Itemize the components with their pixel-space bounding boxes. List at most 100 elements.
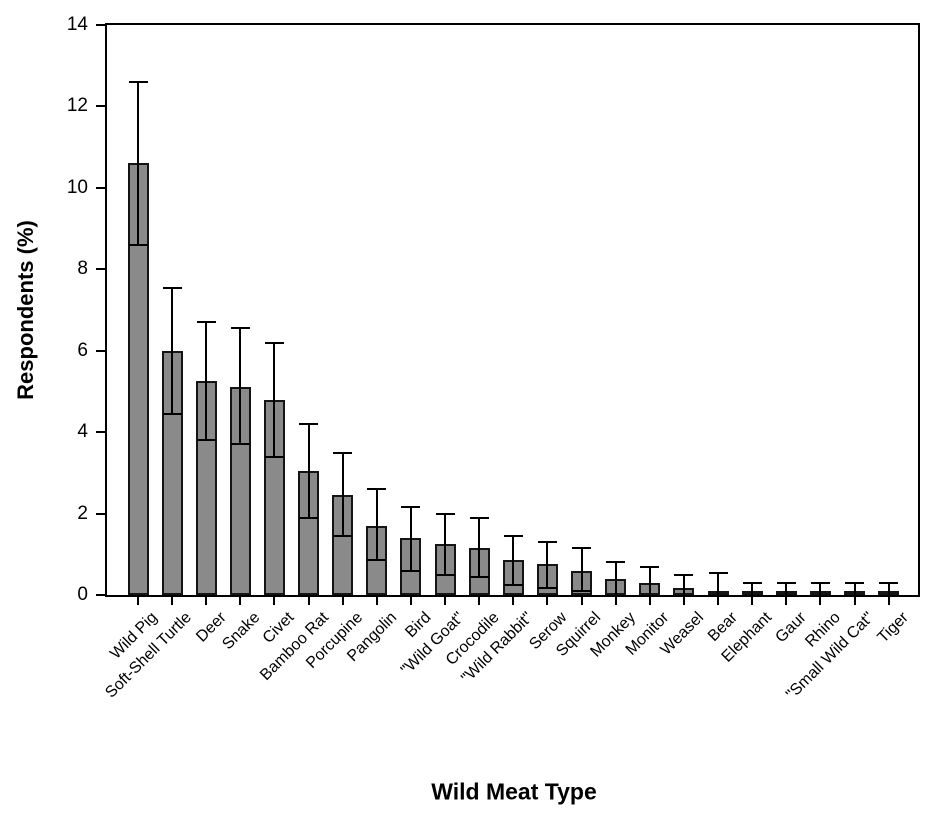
- y-axis-title: Respondents (%): [13, 220, 38, 400]
- error-bar-cap-top: [264, 341, 284, 344]
- error-bar-cap-bottom: [537, 587, 557, 590]
- error-bar-cap-top: [537, 541, 557, 544]
- error-bar-line: [819, 582, 822, 595]
- error-bar-line: [546, 542, 549, 589]
- x-axis-tick: [478, 597, 481, 605]
- error-bar-cap-top: [845, 581, 865, 584]
- error-bar-cap-top: [503, 534, 523, 537]
- y-axis-tick: [96, 105, 105, 108]
- x-axis-tick: [682, 597, 685, 605]
- x-axis-tick: [785, 597, 788, 605]
- x-tick-label: Snake: [219, 609, 264, 654]
- x-axis-tick: [341, 597, 344, 605]
- error-bar-cap-top: [162, 286, 182, 289]
- x-axis-tick: [444, 597, 447, 605]
- error-bar-cap-bottom: [196, 439, 216, 442]
- x-axis-tick: [375, 597, 378, 605]
- error-bar-cap-top: [879, 581, 899, 584]
- error-bar-line: [444, 513, 447, 575]
- error-bar-line: [648, 566, 651, 595]
- error-bar-line: [751, 582, 754, 595]
- x-axis-tick: [546, 597, 549, 605]
- y-axis-tick: [96, 594, 105, 596]
- error-bar-line: [137, 82, 139, 245]
- error-bar-line: [171, 287, 174, 414]
- x-axis-tick: [648, 597, 651, 605]
- y-axis-tick: [96, 512, 105, 515]
- y-axis-tick: [96, 431, 105, 434]
- error-bar-line: [512, 535, 515, 585]
- error-bar-line: [273, 342, 276, 457]
- error-bar-line: [614, 562, 617, 595]
- error-bar-cap-bottom: [572, 589, 592, 592]
- plot-area: [105, 23, 920, 597]
- error-bar-cap-top: [196, 321, 216, 324]
- y-axis-tick: [96, 349, 105, 352]
- error-bar-line: [717, 572, 720, 595]
- x-axis-tick: [819, 597, 822, 605]
- error-bar-cap-bottom: [435, 573, 455, 576]
- error-bar-cap-top: [333, 451, 353, 454]
- error-bar-cap-top: [810, 581, 830, 584]
- y-tick-label: 10: [66, 176, 88, 198]
- y-tick-label: 12: [66, 95, 88, 117]
- y-tick-label: 4: [77, 421, 88, 443]
- x-axis-tick: [171, 597, 174, 605]
- error-bar-cap-bottom: [264, 455, 284, 458]
- error-bar-cap-top: [606, 561, 626, 564]
- x-tick-label: Tiger: [874, 609, 912, 647]
- error-bar-line: [375, 489, 378, 561]
- y-tick-label: 2: [77, 502, 88, 524]
- y-axis-tick: [96, 268, 105, 271]
- x-axis-title: Wild Meat Type: [431, 778, 597, 805]
- x-axis-tick: [887, 597, 890, 605]
- error-bar-cap-top: [367, 488, 387, 491]
- error-bar-line: [307, 424, 310, 518]
- error-bar-cap-top: [469, 516, 489, 519]
- error-bar-cap-bottom: [401, 569, 421, 572]
- error-bar-line: [853, 582, 856, 595]
- error-bar-cap-top: [299, 423, 319, 425]
- x-axis-tick: [512, 597, 515, 605]
- error-bar-cap-top: [230, 327, 250, 330]
- y-tick-label: 14: [66, 14, 88, 35]
- error-bar-cap-top: [742, 581, 762, 584]
- error-bar-cap-top: [640, 565, 660, 568]
- error-bar-line: [205, 322, 208, 441]
- x-axis-tick: [751, 597, 754, 605]
- y-tick-label: 6: [77, 339, 88, 361]
- y-axis-tick: [96, 186, 105, 189]
- x-axis-tick: [239, 597, 242, 605]
- error-bar-line: [341, 452, 344, 536]
- error-bar-line: [409, 507, 412, 571]
- x-axis-tick: [307, 597, 310, 605]
- error-bar-cap-bottom: [503, 583, 523, 586]
- x-axis-tick: [614, 597, 617, 605]
- x-axis-tick: [137, 597, 139, 605]
- error-bar-cap-bottom: [162, 412, 182, 415]
- error-bar-line: [239, 328, 242, 445]
- error-bar-line: [887, 582, 890, 595]
- y-axis-tick: [96, 24, 105, 26]
- y-tick-label: 8: [77, 258, 88, 280]
- error-bar-cap-bottom: [469, 575, 489, 578]
- error-bar-cap-top: [435, 512, 455, 515]
- error-bar-cap-top: [708, 571, 728, 574]
- y-tick-label: 0: [77, 584, 88, 605]
- error-bar-line: [682, 574, 685, 595]
- x-axis-tick: [205, 597, 208, 605]
- error-bar-cap-top: [674, 573, 694, 576]
- error-bar-line: [580, 548, 583, 591]
- error-bar-cap-top: [572, 547, 592, 550]
- error-bar-cap-bottom: [128, 243, 148, 246]
- error-bar-cap-bottom: [367, 559, 387, 562]
- x-axis-tick: [853, 597, 856, 605]
- x-axis-tick: [580, 597, 583, 605]
- error-bar-cap-bottom: [299, 516, 319, 519]
- error-bar-cap-bottom: [333, 534, 353, 537]
- error-bar-cap-top: [776, 581, 796, 584]
- error-bar-cap-top: [128, 81, 148, 83]
- x-axis-tick: [717, 597, 720, 605]
- error-bar-cap-bottom: [230, 443, 250, 446]
